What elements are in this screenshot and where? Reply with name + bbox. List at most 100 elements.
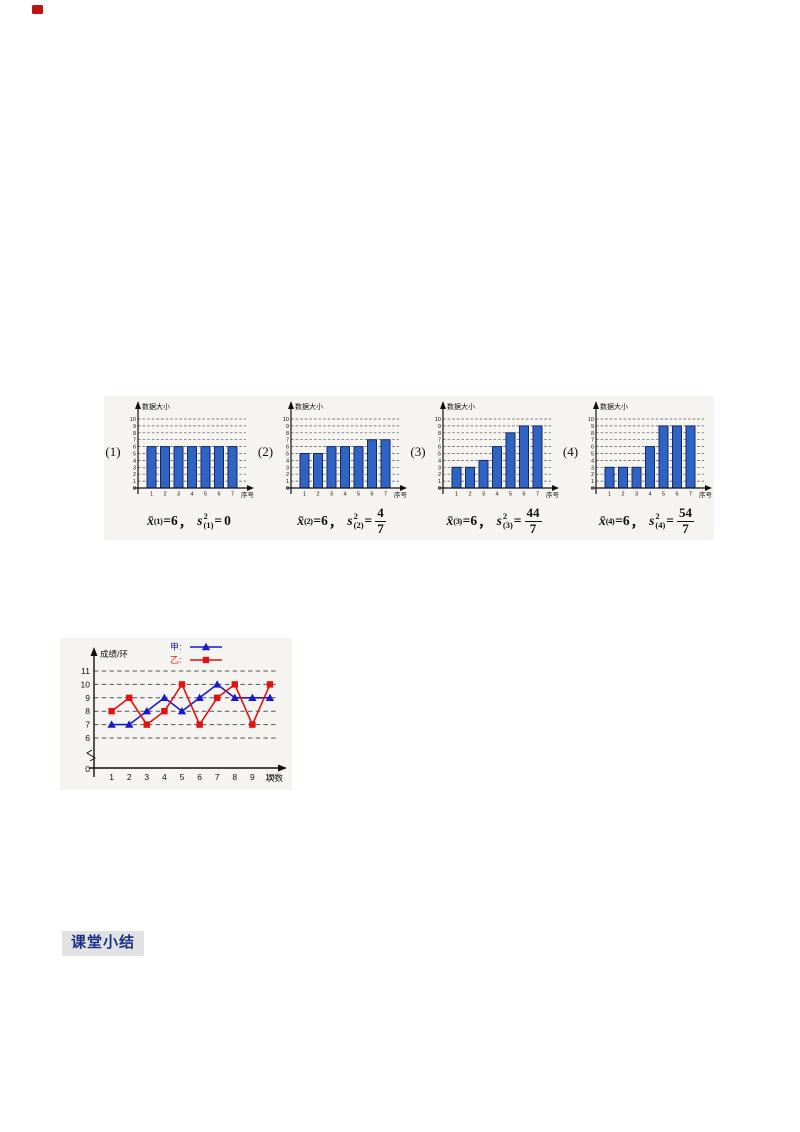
- bars: [299, 439, 390, 489]
- svg-text:1: 1: [590, 479, 593, 485]
- svg-text:3: 3: [482, 492, 485, 498]
- svg-text:6: 6: [217, 492, 220, 498]
- y-axis: [287, 401, 294, 494]
- svg-text:2: 2: [468, 492, 471, 498]
- series-0: [107, 680, 275, 728]
- svg-text:4: 4: [495, 492, 498, 498]
- line-chart-panel: 0 6 7 8 9 10 11 1 2 3 4 5 6 7 8 9 10 成绩/环 次数 甲: 乙:: [60, 638, 292, 790]
- svg-text:乙:: 乙:: [170, 655, 182, 665]
- svg-text:1: 1: [109, 772, 114, 782]
- svg-text:9: 9: [85, 693, 90, 703]
- x-axis-label: 序号: [394, 490, 408, 499]
- x-axis: [590, 485, 712, 491]
- y-axis-label: 数据大小: [142, 402, 170, 411]
- svg-text:4: 4: [133, 458, 136, 464]
- x-axis-label: 序号: [546, 490, 560, 499]
- x-axis-label: 次数: [266, 773, 284, 783]
- svg-text:8: 8: [232, 772, 237, 782]
- x-axis: [285, 485, 407, 491]
- legend-item-1: 乙:: [170, 655, 222, 665]
- svg-text:7: 7: [688, 492, 691, 498]
- svg-text:甲:: 甲:: [170, 642, 182, 652]
- svg-text:2: 2: [163, 492, 166, 498]
- y-axis-label: 数据大小: [295, 402, 323, 411]
- svg-text:6: 6: [285, 445, 288, 451]
- svg-text:4: 4: [648, 492, 651, 498]
- chart-index-label: (4): [562, 444, 579, 459]
- x-axis: [133, 485, 254, 491]
- svg-text:7: 7: [536, 492, 539, 498]
- y-axis-label: 成绩/环: [100, 649, 128, 659]
- svg-text:9: 9: [438, 424, 441, 430]
- svg-text:8: 8: [438, 431, 441, 437]
- x-axis-label: 序号: [241, 490, 255, 499]
- y-axis: [135, 401, 141, 494]
- svg-text:9: 9: [285, 424, 288, 430]
- svg-text:6: 6: [522, 492, 525, 498]
- red-mark-icon: [32, 5, 43, 14]
- svg-text:6: 6: [85, 733, 90, 743]
- svg-text:5: 5: [133, 452, 136, 458]
- svg-text:0: 0: [285, 486, 288, 492]
- svg-text:8: 8: [590, 431, 593, 437]
- svg-text:1: 1: [607, 492, 610, 498]
- svg-text:6: 6: [675, 492, 678, 498]
- chart-group-4: (4) 0 1 2 3 4 5 6 7 8 9 10 1 2 3 4 5 6 7 数据大小 序号 x̄ (4) =6， s 2 (4…: [562, 396, 715, 540]
- svg-text:2: 2: [621, 492, 624, 498]
- chart-group-1: (1) 0 1 2 3 4 5 6 7 8 9 10 1 2 3 4 5 6 7 数据大小 序号 x̄ (1) =6， s 2 (1…: [104, 396, 257, 540]
- svg-text:10: 10: [81, 679, 91, 689]
- svg-text:2: 2: [316, 492, 319, 498]
- svg-text:2: 2: [438, 472, 441, 478]
- svg-text:1: 1: [438, 479, 441, 485]
- svg-text:7: 7: [85, 720, 90, 730]
- x-axis-label: 序号: [699, 490, 713, 499]
- chart-index-label: (3): [410, 444, 426, 459]
- x-axis: [438, 485, 559, 491]
- chart-group-2: (2) 0 1 2 3 4 5 6 7 8 9 10 1 2 3 4 5 6 7 数据大小 序号 x̄ (2) =6， s 2 (2…: [257, 396, 410, 540]
- svg-text:5: 5: [509, 492, 512, 498]
- svg-text:8: 8: [285, 431, 288, 437]
- svg-text:7: 7: [438, 438, 441, 444]
- formula-2: x̄ (2) =6， s 2 (2) = 4 7: [297, 505, 386, 536]
- legend-item-0: 甲:: [170, 642, 222, 652]
- svg-text:9: 9: [250, 772, 255, 782]
- svg-text:3: 3: [329, 492, 332, 498]
- svg-text:4: 4: [438, 458, 441, 464]
- svg-text:10: 10: [282, 417, 288, 423]
- svg-text:1: 1: [455, 492, 458, 498]
- svg-text:5: 5: [661, 492, 664, 498]
- series-1: [108, 681, 274, 728]
- svg-text:6: 6: [438, 445, 441, 451]
- svg-text:10: 10: [130, 417, 136, 423]
- svg-text:5: 5: [285, 452, 288, 458]
- svg-text:11: 11: [81, 666, 90, 676]
- svg-text:8: 8: [133, 431, 136, 437]
- section-heading: 课堂小结: [62, 931, 145, 956]
- svg-text:4: 4: [190, 492, 193, 498]
- bars: [146, 446, 238, 489]
- svg-text:10: 10: [587, 417, 593, 423]
- svg-text:7: 7: [590, 438, 593, 444]
- svg-text:10: 10: [265, 772, 275, 782]
- svg-text:2: 2: [590, 472, 593, 478]
- svg-text:9: 9: [590, 424, 593, 430]
- axis-break: [86, 749, 96, 762]
- chart-group-3: (3) 0 1 2 3 4 5 6 7 8 9 10 1 2 3 4 5 6 7 数据大小 序号 x̄ (3) =6， s 2 (3…: [409, 396, 562, 540]
- chart-index-label: (2): [257, 444, 274, 459]
- svg-text:5: 5: [180, 772, 185, 782]
- svg-text:1: 1: [133, 479, 136, 485]
- svg-text:7: 7: [231, 492, 234, 498]
- svg-text:7: 7: [285, 438, 288, 444]
- svg-text:2: 2: [133, 472, 136, 478]
- y-axis-label: 数据大小: [600, 402, 628, 411]
- svg-text:6: 6: [370, 492, 373, 498]
- svg-text:3: 3: [285, 465, 288, 471]
- bars: [451, 425, 543, 489]
- svg-text:5: 5: [204, 492, 207, 498]
- svg-text:3: 3: [133, 465, 136, 471]
